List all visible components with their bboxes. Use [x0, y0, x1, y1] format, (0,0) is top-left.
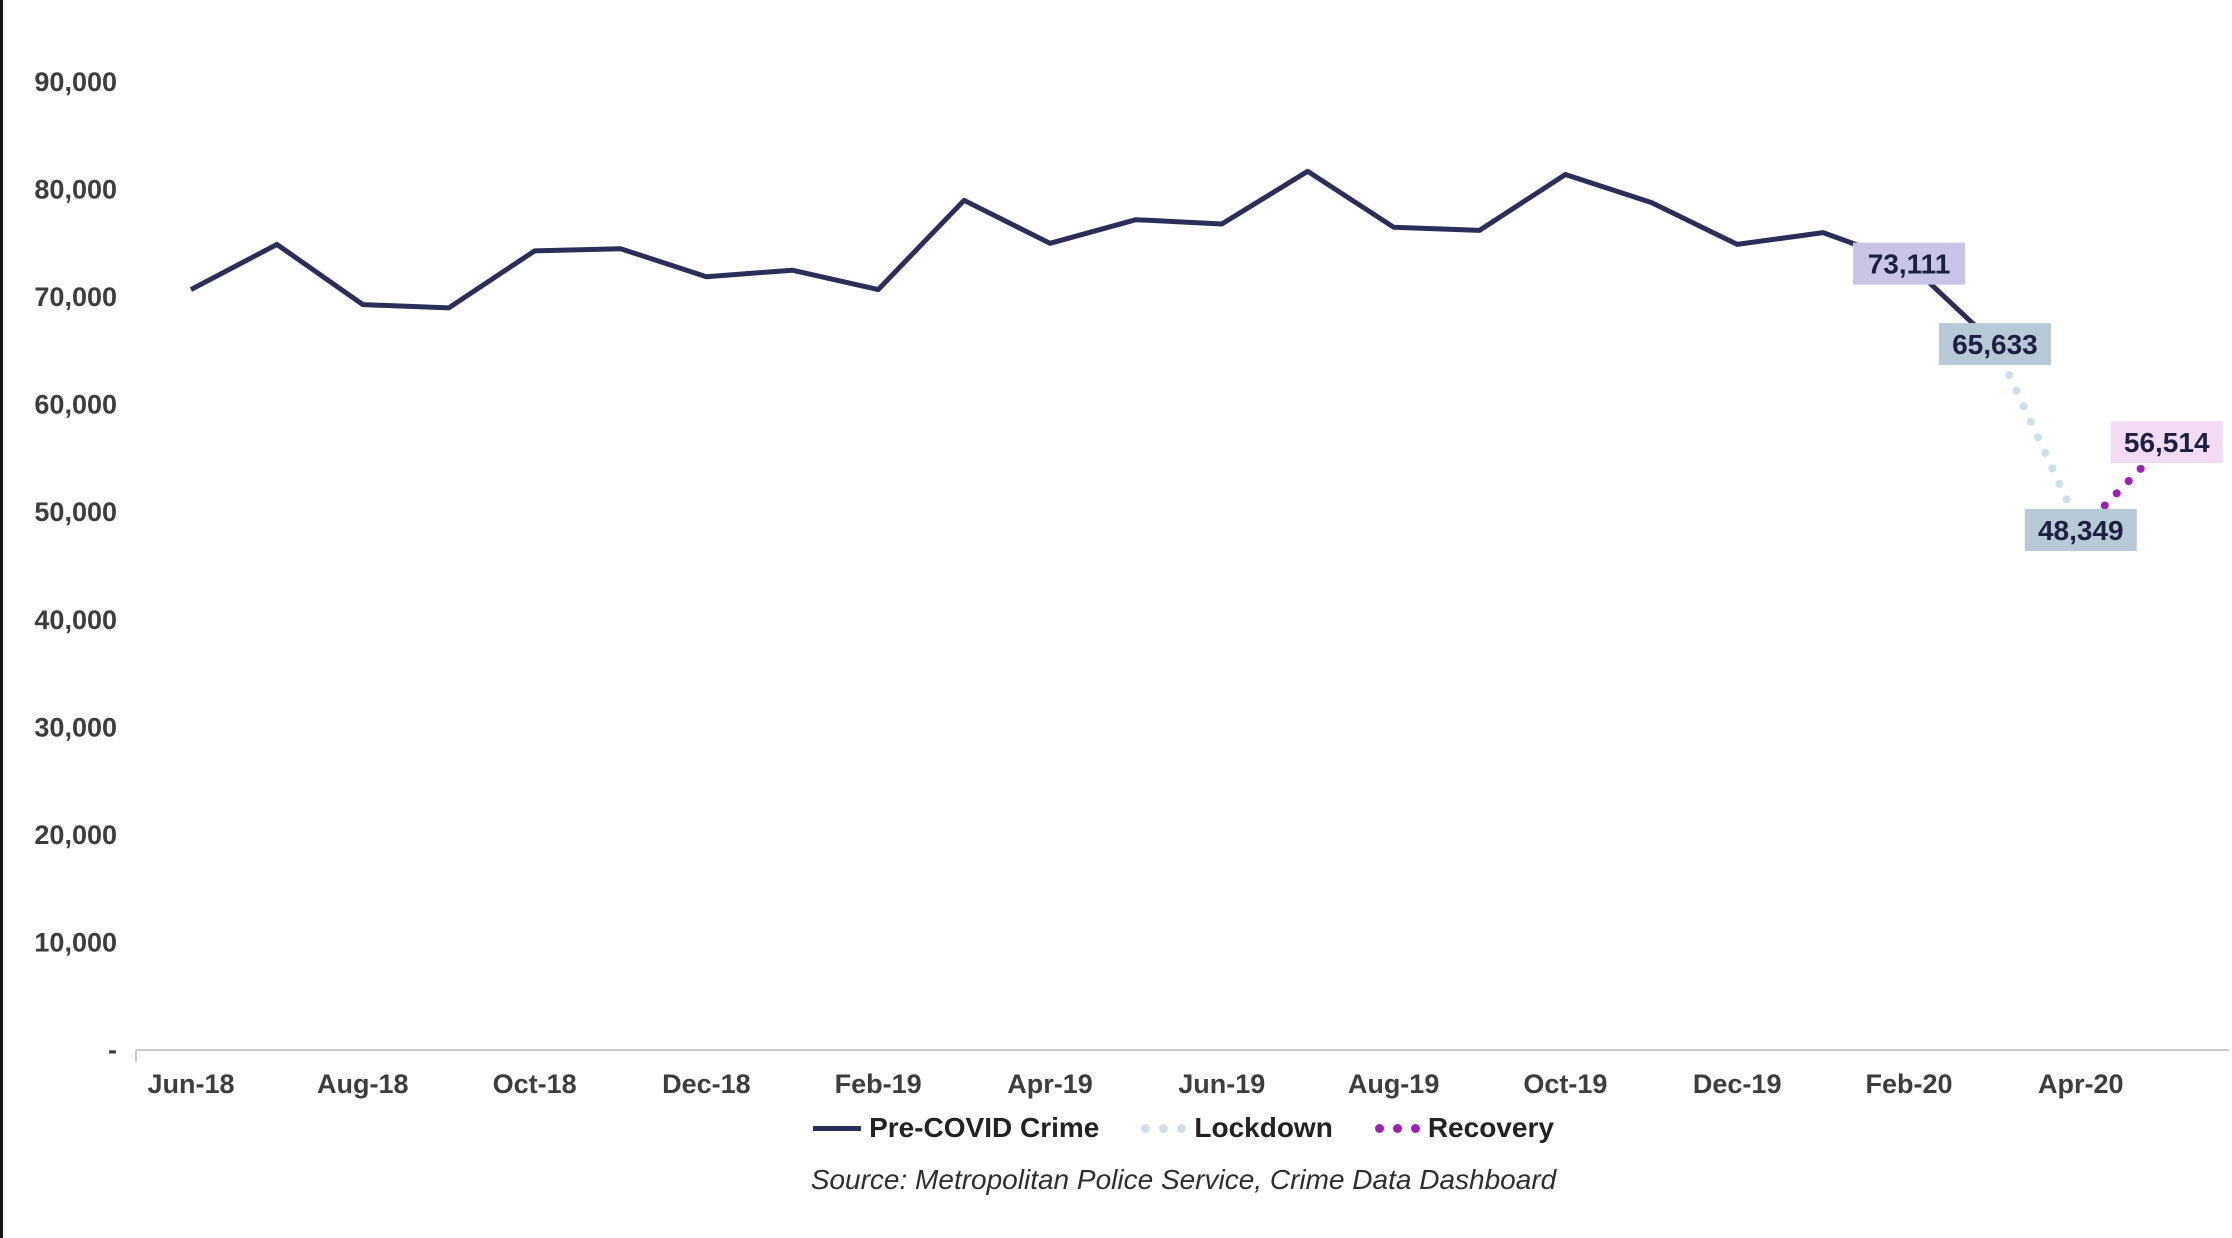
data-label-text: 73,111	[1868, 249, 1951, 280]
legend-dots-swatch-icon	[1374, 1123, 1420, 1133]
chart-legend: Pre-COVID Crime Lockdown Recovery	[138, 1112, 2229, 1144]
y-tick-label: 80,000	[34, 175, 117, 205]
data-label-box	[2110, 421, 2223, 464]
legend-dot-icon	[1159, 1123, 1169, 1133]
data-label-box	[2024, 508, 2137, 551]
legend-dot-icon	[1374, 1123, 1384, 1133]
y-tick-label: 50,000	[34, 497, 117, 527]
x-tick-label: Aug-19	[1348, 1069, 1440, 1099]
x-tick-label: Aug-18	[317, 1069, 409, 1099]
legend-item-pre-covid-crime: Pre-COVID Crime	[813, 1112, 1099, 1144]
data-label-text: 65,633	[1952, 329, 2038, 360]
chart-footer: Pre-COVID Crime Lockdown Recovery Source: …	[138, 1112, 2229, 1196]
legend-dot-icon	[1177, 1123, 1187, 1133]
series-pre-covid-crime	[189, 168, 1997, 346]
x-tick-label: Apr-20	[2038, 1069, 2124, 1099]
x-tick-label: Feb-20	[1865, 1069, 1952, 1099]
x-tick-label: Oct-18	[493, 1069, 577, 1099]
legend-label: Recovery	[1427, 1112, 1554, 1143]
x-tick-label: Apr-19	[1007, 1069, 1093, 1099]
legend-label: Pre-COVID Crime	[869, 1112, 1100, 1143]
y-tick-label: 10,000	[34, 927, 117, 957]
series-lockdown	[1990, 340, 2085, 534]
x-tick-label: Dec-19	[1693, 1069, 1782, 1099]
legend-dot-icon	[1392, 1123, 1402, 1133]
x-tick-label: Jun-18	[147, 1069, 234, 1099]
legend-item-recovery: Recovery	[1374, 1112, 1554, 1144]
data-label-text: 48,349	[2038, 515, 2124, 546]
x-tick-label: Feb-19	[835, 1069, 922, 1099]
legend-line-swatch-icon	[813, 1125, 862, 1131]
x-tick-label: Oct-19	[1523, 1069, 1607, 1099]
y-tick-label: 40,000	[34, 605, 117, 635]
legend-dot-icon	[1410, 1123, 1420, 1133]
x-tick-label: Dec-18	[662, 1069, 751, 1099]
legend-dots-swatch-icon	[1141, 1123, 1187, 1133]
y-tick-label: 30,000	[34, 712, 117, 742]
legend-label: Lockdown	[1194, 1112, 1333, 1143]
y-tick-label: 60,000	[34, 390, 117, 420]
data-label-box	[1938, 323, 2051, 366]
crime-line-chart: - 10,000 20,000 30,000 40,000 50,000 60,000 70,…	[34, 67, 2229, 1099]
x-tick-label: Jun-19	[1178, 1069, 1265, 1099]
legend-item-lockdown: Lockdown	[1141, 1112, 1333, 1144]
y-tick-label: -	[108, 1035, 117, 1065]
source-note: Source: Metropolitan Police Service, Cri…	[810, 1164, 1557, 1195]
data-label-text: 56,514	[2124, 427, 2210, 458]
y-tick-label: 70,000	[34, 282, 117, 312]
data-label-box	[1853, 242, 1965, 285]
legend-dot-icon	[1141, 1123, 1151, 1133]
y-tick-label: 20,000	[34, 820, 117, 850]
y-tick-label: 90,000	[34, 67, 117, 97]
